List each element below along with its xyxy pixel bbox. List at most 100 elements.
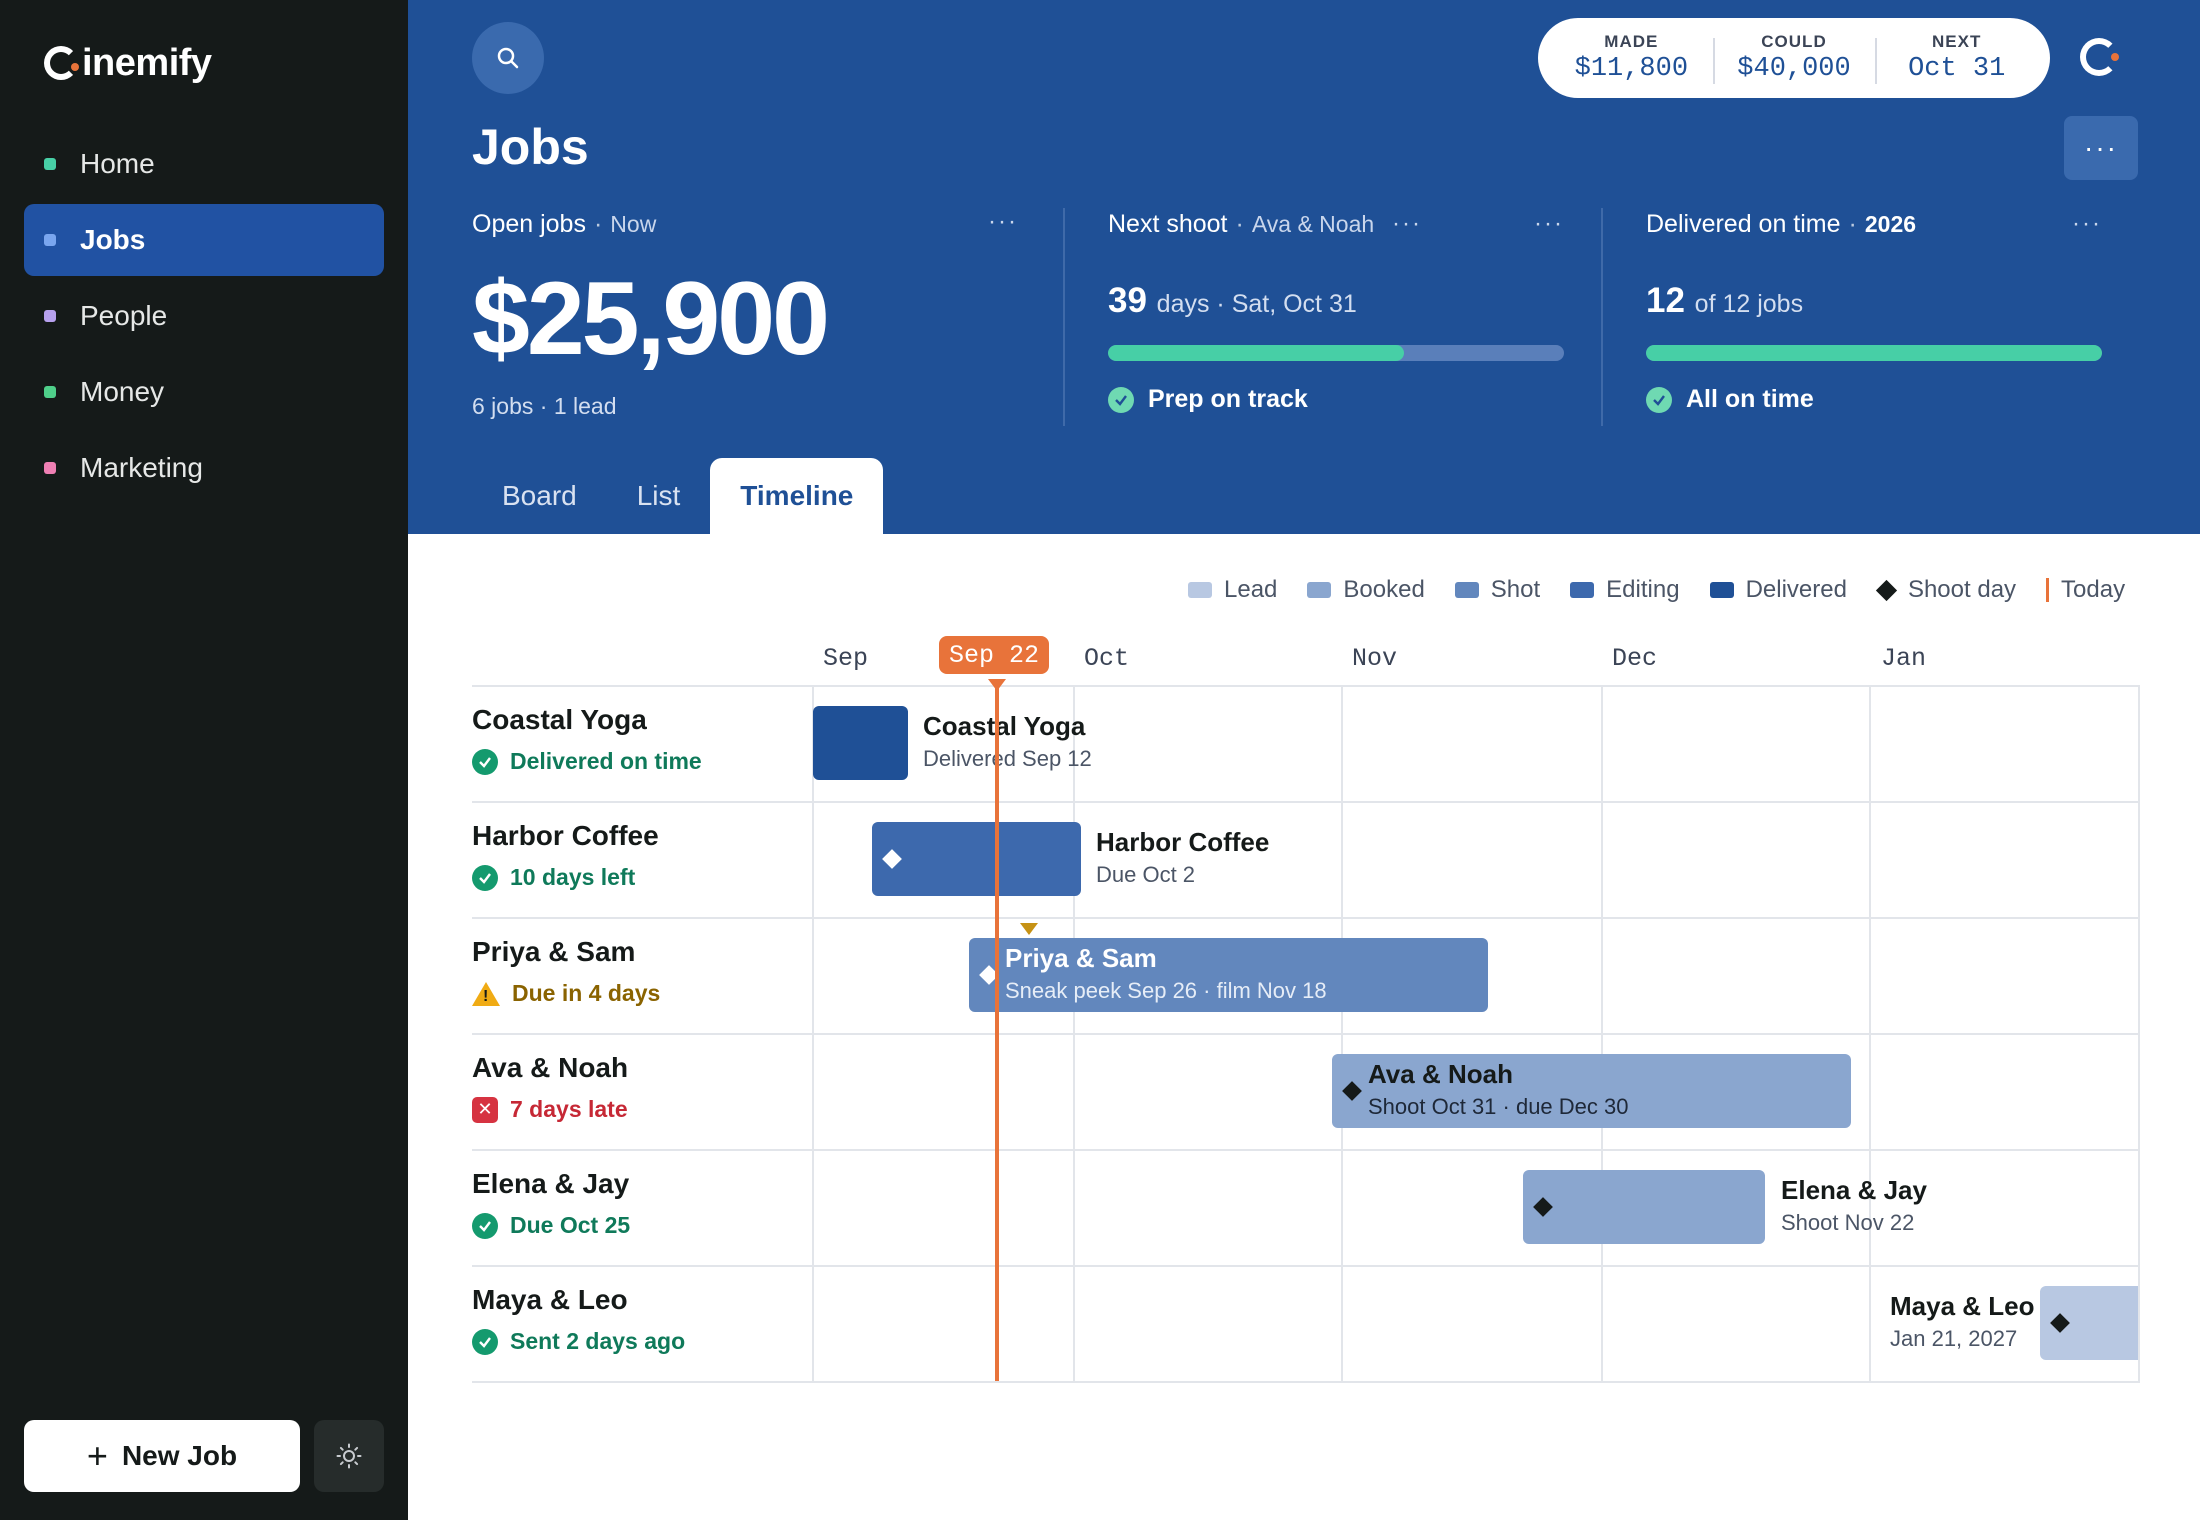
grid-line <box>472 1265 2140 1267</box>
nav-item-home[interactable]: Home <box>24 128 384 200</box>
row-status: ! Due in 4 days <box>472 980 660 1007</box>
header-more-button[interactable]: ··· <box>2064 116 2138 180</box>
app-logo[interactable]: inemify <box>44 38 212 88</box>
row-label-ava-noah[interactable]: Ava & Noah ✕ 7 days late <box>472 1052 628 1123</box>
legend-booked: Booked <box>1307 576 1425 604</box>
bar-subtitle: Shoot Nov 22 <box>1781 1210 1915 1235</box>
legend-lead: Lead <box>1188 576 1277 604</box>
legend-delivered: Delivered <box>1709 576 1847 604</box>
nav-item-jobs[interactable]: Jobs <box>24 204 384 276</box>
plus-icon: + <box>86 1435 108 1476</box>
jobs-dot-icon <box>44 234 56 246</box>
tab-list[interactable]: List <box>636 480 681 511</box>
nav-item-marketing[interactable]: Marketing <box>24 432 384 504</box>
job-bar-coastal-yoga[interactable] <box>813 706 908 780</box>
stat-value: $11,800 <box>1574 54 1689 84</box>
card-more-button[interactable]: ··· <box>988 208 1018 235</box>
stat-value: Oct 31 <box>1908 54 2006 84</box>
legend-label: Delivered <box>1745 576 1847 603</box>
lead-swatch-icon <box>1188 582 1212 598</box>
row-name: Priya & Sam <box>472 936 636 967</box>
legend-shot: Shot <box>1454 576 1540 604</box>
month-label: Nov <box>1352 644 1398 673</box>
stat-label: NEXT <box>1932 32 1982 51</box>
new-job-button[interactable]: + New Job <box>24 1420 300 1492</box>
shoot-day-diamond-icon <box>1342 1081 1362 1101</box>
card-subtitle: 2026 <box>1864 211 1917 237</box>
bar-text: Coastal Yoga Delivered Sep 12 <box>923 711 1092 772</box>
card-open-jobs: Open jobs · Now ··· $25,900 6 jobs · 1 lea… <box>472 210 1422 430</box>
card-more-button[interactable]: ··· <box>1534 210 1564 237</box>
month-label: Oct <box>1084 644 1130 673</box>
job-bar-ava-noah[interactable] <box>1332 1054 1851 1128</box>
card-more-button[interactable]: ··· <box>1392 210 1422 237</box>
shot-swatch-icon <box>1454 582 1479 598</box>
theme-toggle-button[interactable] <box>314 1420 384 1492</box>
editing-swatch-icon <box>1570 582 1595 598</box>
grid-line <box>472 801 2140 803</box>
card-title-text: Next shoot <box>1108 210 1228 238</box>
diamond-icon <box>1875 579 1898 601</box>
row-label-harbor-coffee[interactable]: Harbor Coffee 10 days left <box>472 820 659 891</box>
month-label: Sep <box>823 644 869 673</box>
legend-label: Lead <box>1224 576 1278 603</box>
home-dot-icon <box>44 158 56 170</box>
nav-item-label: Marketing <box>80 452 203 483</box>
search-button[interactable] <box>472 22 544 94</box>
job-bar-elena-jay[interactable] <box>1523 1170 1765 1244</box>
stat-could: COULD $40,000 <box>1712 32 1876 84</box>
row-label-priya-sam[interactable]: Priya & Sam ! Due in 4 days <box>472 936 660 1007</box>
check-icon <box>1646 386 1672 413</box>
new-job-label: New Job <box>121 1440 238 1471</box>
nav-item-label: People <box>80 300 168 331</box>
tab-board[interactable]: Board <box>502 480 577 511</box>
card-divider <box>1601 208 1603 426</box>
card-title: Delivered on time · 2026 <box>1646 210 1917 238</box>
tab-timeline[interactable]: Timeline <box>710 458 884 534</box>
status-text: Sent 2 days ago <box>510 1328 686 1354</box>
row-status: 10 days left <box>472 864 659 891</box>
bar-subtitle: Delivered Sep 12 <box>923 746 1092 771</box>
today-marker-icon <box>988 679 1006 691</box>
nav-item-people[interactable]: People <box>24 280 384 352</box>
view-tabs: Board List Timeline <box>472 458 884 534</box>
job-bar-priya-sam[interactable] <box>969 938 1488 1012</box>
progress-fill <box>1646 345 2102 361</box>
card-next-shoot: Next shoot · Ava & Noah ··· 39 days · Sat,… <box>1108 210 1564 430</box>
timeline-legend: Lead Booked Shot Editing Delivered Shoot… <box>1188 576 2125 604</box>
card-more-button[interactable]: ··· <box>2072 210 2102 237</box>
row-name: Coastal Yoga <box>472 704 647 735</box>
delivered-status: All on time <box>1646 385 2102 414</box>
row-label-maya-leo[interactable]: Maya & Leo Sent 2 days ago <box>472 1284 685 1355</box>
row-name: Maya & Leo <box>472 1284 628 1315</box>
job-bar-maya-leo[interactable] <box>2040 1286 2138 1360</box>
job-bar-harbor-coffee[interactable] <box>872 822 1081 896</box>
row-status: Sent 2 days ago <box>472 1328 685 1355</box>
stat-made: MADE $11,800 <box>1550 32 1713 84</box>
bar-title: Maya & Leo <box>1890 1291 2035 1321</box>
logo-text: inemify <box>82 41 212 84</box>
nav-item-label: Jobs <box>80 224 146 255</box>
row-label-elena-jay[interactable]: Elena & Jay Due Oct 25 <box>472 1168 630 1239</box>
stats-summary: MADE $11,800 COULD $40,000 NEXT Oct 31 <box>1538 18 2050 98</box>
status-text: All on time <box>1686 385 1814 413</box>
bar-subtitle: Sneak peek Sep 26 · film Nov 18 <box>1005 978 1327 1003</box>
nav-item-money[interactable]: Money <box>24 356 384 428</box>
brand-c-icon[interactable] <box>2080 38 2119 76</box>
bar-title: Coastal Yoga <box>923 711 1086 741</box>
legend-editing: Editing <box>1570 576 1680 604</box>
booked-swatch-icon <box>1307 582 1332 598</box>
grid-line <box>472 1381 2140 1383</box>
next-shoot-metric: 39 days · Sat, Oct 31 <box>1108 281 1564 321</box>
grid-line <box>472 1033 2140 1035</box>
status-text: 10 days left <box>510 864 636 890</box>
legend-today: Today <box>2046 576 2125 604</box>
check-icon <box>472 1212 498 1239</box>
shoot-day-diamond-icon <box>1533 1197 1553 1217</box>
metric-value: 39 <box>1108 281 1147 320</box>
row-name: Harbor Coffee <box>472 820 659 851</box>
row-label-coastal-yoga[interactable]: Coastal Yoga Delivered on time <box>472 704 702 775</box>
delivered-swatch-icon <box>1709 582 1734 598</box>
logo-c-icon <box>44 46 79 80</box>
progress-fill <box>1108 345 1405 361</box>
